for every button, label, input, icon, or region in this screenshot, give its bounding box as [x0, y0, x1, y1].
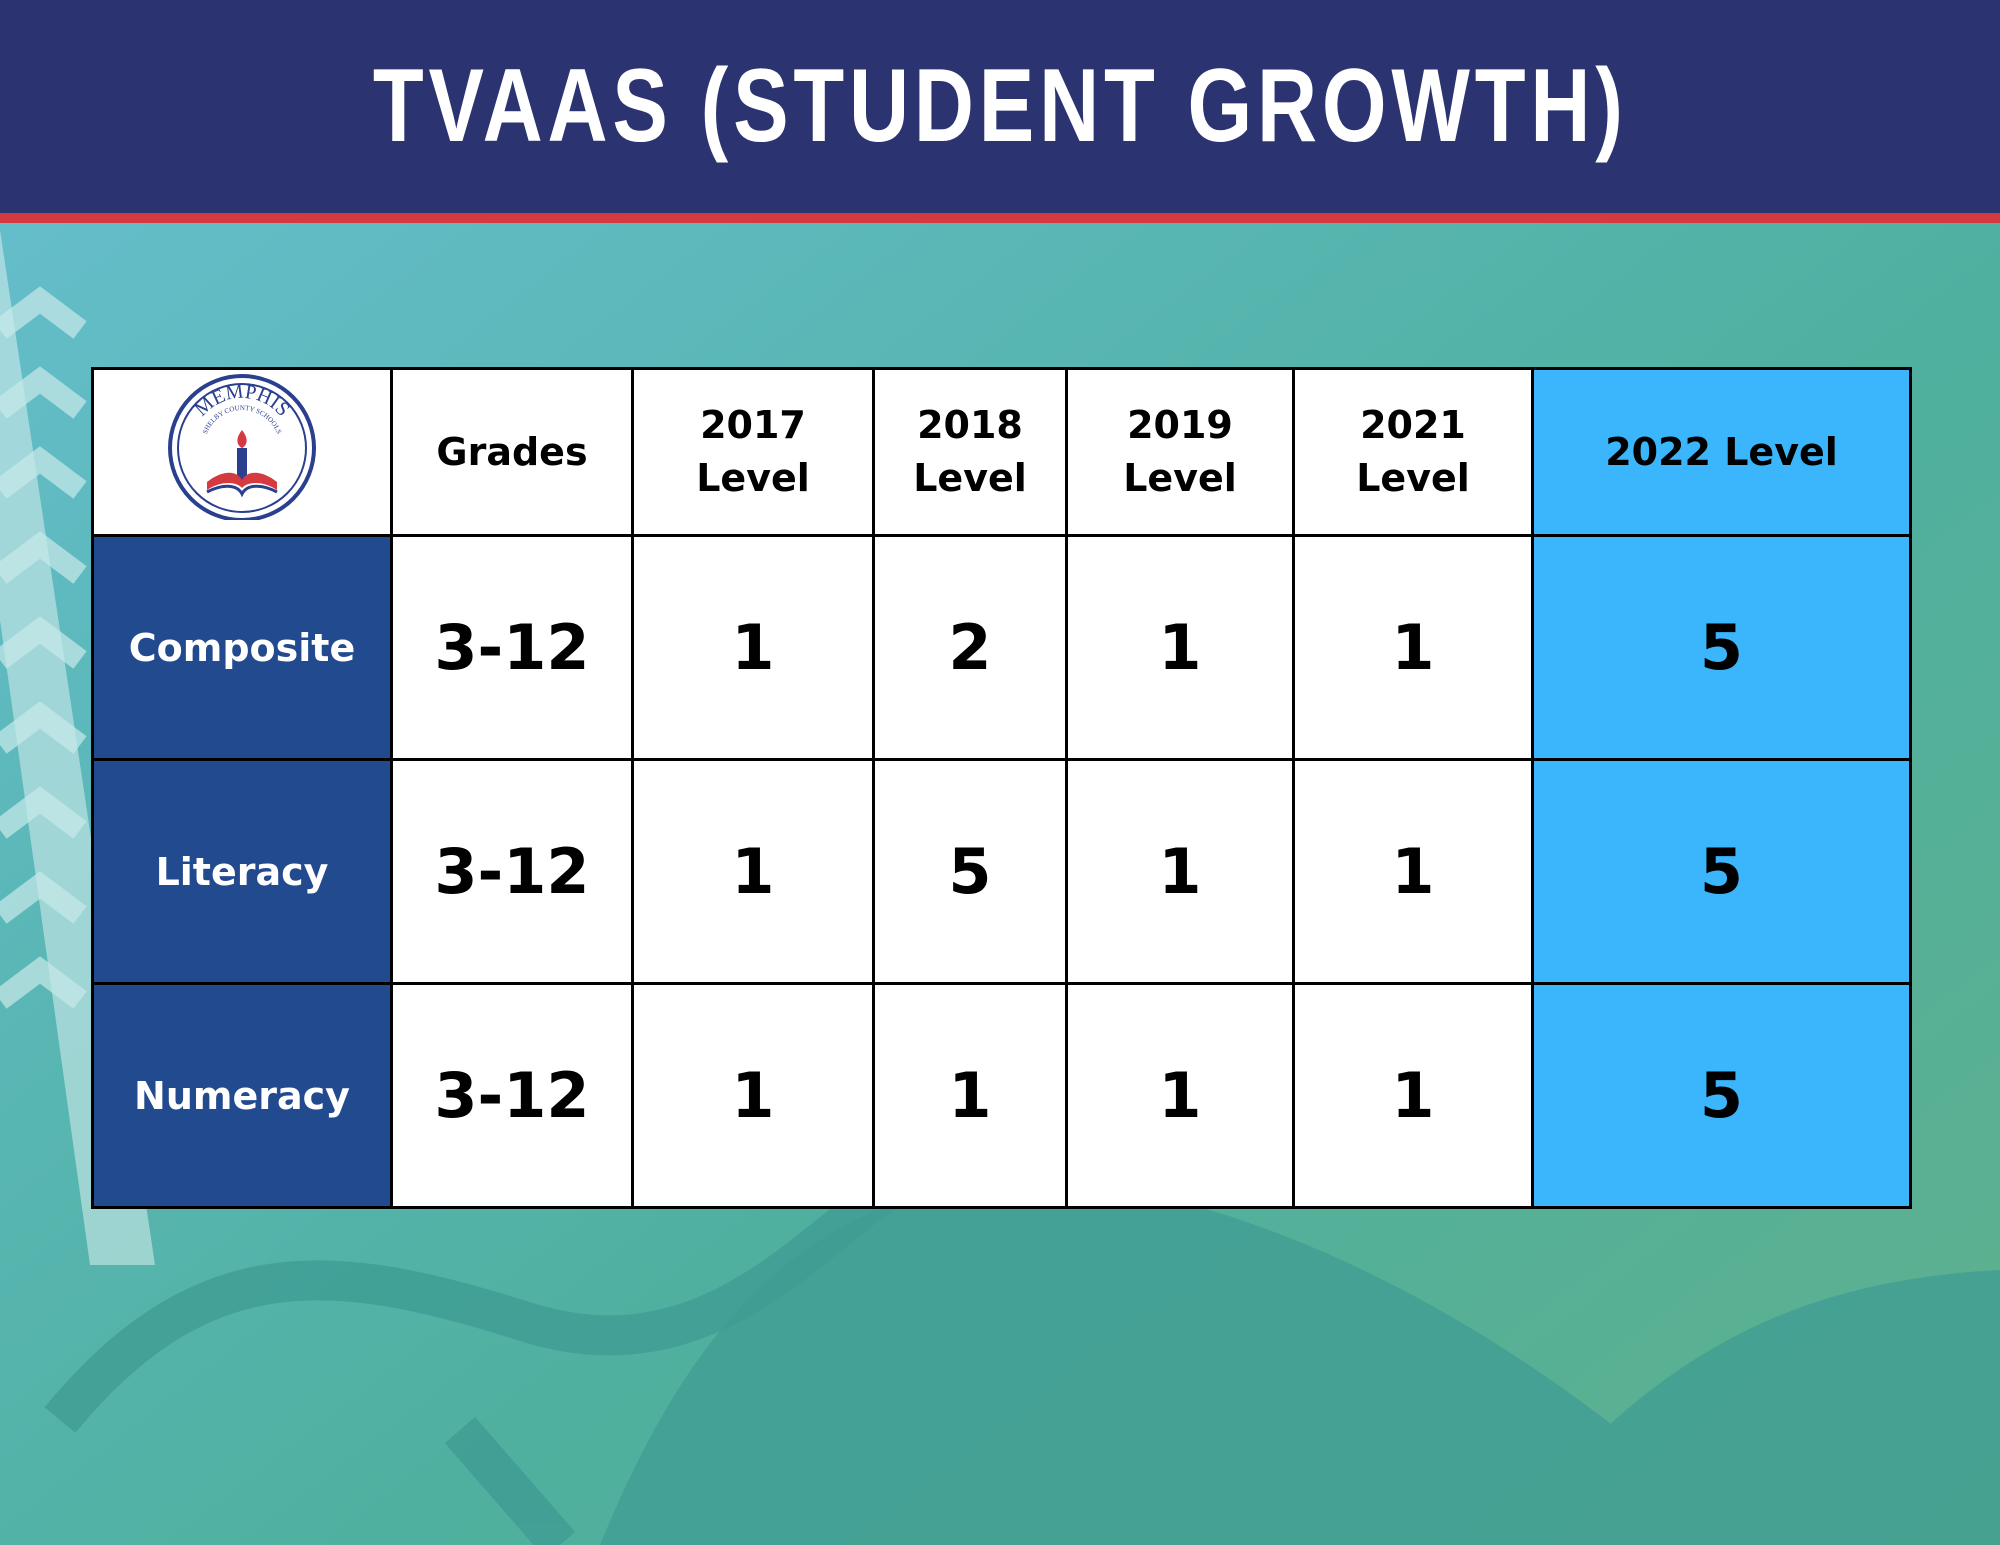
data-table: MEMPHIS SHELBY COUNTY SCHOOLS Grades 2017… — [91, 366, 1912, 1210]
table-cell: 1 — [1065, 982, 1295, 1210]
table-row: Composite 3-12 1 2 1 1 5 — [91, 534, 1912, 762]
column-header: 2022 Level — [1531, 366, 1912, 538]
table-row: Numeracy 3-12 1 1 1 1 5 — [91, 982, 1912, 1210]
table-cell: 3-12 — [390, 534, 634, 762]
table-cell: 1 — [872, 982, 1068, 1210]
column-header: 2021 Level — [1292, 366, 1534, 538]
table-row: Literacy 3-12 1 5 1 1 5 — [91, 758, 1912, 986]
table-cell: 1 — [1292, 982, 1534, 1210]
column-header: 2017 Level — [631, 366, 875, 538]
table-cell: 5 — [1531, 982, 1912, 1210]
row-label: Composite — [91, 534, 393, 762]
column-header: 2019 Level — [1065, 366, 1295, 538]
table-cell: 1 — [1065, 534, 1295, 762]
table-cell: 3-12 — [390, 758, 634, 986]
table-cell: 2 — [872, 534, 1068, 762]
table-cell: 5 — [1531, 534, 1912, 762]
header-banner: TVAAS (STUDENT GROWTH) — [0, 0, 2000, 223]
logo-cell: MEMPHIS SHELBY COUNTY SCHOOLS — [91, 366, 393, 538]
table-cell: 5 — [1531, 758, 1912, 986]
table-cell: 1 — [1292, 758, 1534, 986]
column-header: 2018 Level — [872, 366, 1068, 538]
table-cell: 1 — [1065, 758, 1295, 986]
header-row: MEMPHIS SHELBY COUNTY SCHOOLS Grades 2017… — [91, 366, 1912, 538]
table-cell: 1 — [631, 534, 875, 762]
table-cell: 1 — [631, 982, 875, 1210]
row-label: Literacy — [91, 758, 393, 986]
page-title: TVAAS (STUDENT GROWTH) — [372, 48, 1628, 164]
table-cell: 3-12 — [390, 982, 634, 1210]
logo: MEMPHIS SHELBY COUNTY SCHOOLS — [168, 374, 316, 522]
table-cell: 1 — [1292, 534, 1534, 762]
table-cell: 1 — [631, 758, 875, 986]
column-header: Grades — [390, 366, 634, 538]
table-cell: 5 — [872, 758, 1068, 986]
row-label: Numeracy — [91, 982, 393, 1210]
